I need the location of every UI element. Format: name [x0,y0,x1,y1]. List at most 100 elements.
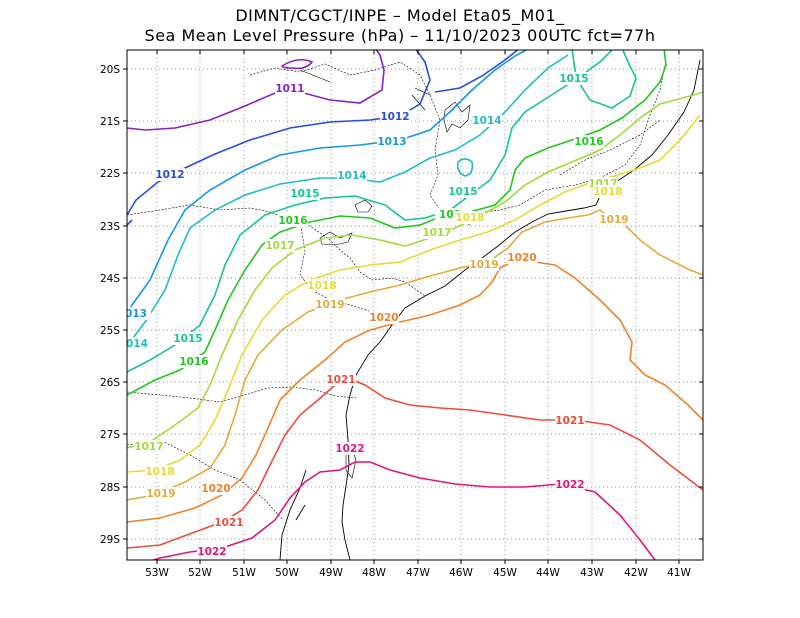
isobar-label-bg [380,110,410,123]
isobar-label-1013: 1013 [377,136,406,148]
isobar-label-1011: 1011 [275,83,304,95]
isobar-label-1015: 1015 [448,186,477,198]
isobar-label-bg [201,482,231,495]
isobar-label-bg [145,465,175,478]
lagoon-outline [279,469,307,560]
x-tick-label: 42W [624,567,648,579]
y-tick-label: 24S [100,273,120,285]
isobar-label-bg [599,213,629,226]
x-tick-label: 53W [145,567,169,579]
isobar-label-bg [290,187,320,200]
isobar-1014 [127,54,569,347]
isobar-1013 [127,50,528,313]
isobar-label-1013: 013 [125,308,147,320]
isobar-label-1019: 1019 [315,299,344,311]
x-tick-label: 43W [580,567,604,579]
x-tick-label: 51W [232,567,256,579]
isobar-label-1016: 1016 [278,215,307,227]
reservoir [319,231,353,246]
isobar-label-1020: 1020 [201,483,230,495]
isobar-label-bg [448,185,478,198]
y-tick-label: 29S [100,534,120,546]
isobar-label-bg [315,298,345,311]
isobar-label-1019: 1019 [469,259,498,271]
isobar-label-bg [197,545,227,558]
isobar-label-bg [422,226,452,239]
isobar-label-bg [574,135,604,148]
x-tick-label: 50W [275,567,299,579]
isobar-1019 [127,209,703,501]
state-border [249,61,666,226]
y-tick-label: 20S [100,64,120,76]
isobar-label-1021: 1021 [555,415,584,427]
isobar-label-bg [134,440,164,453]
isobar-label-1015: 1015 [173,333,202,345]
isobar-label-1021: 1021 [214,517,243,529]
isobar-label-1016: 1016 [574,136,603,148]
y-tick-label: 28S [100,482,120,494]
river [299,69,431,111]
isobar-label-bg [155,168,185,181]
isobar-label-1015: 1015 [559,73,588,85]
y-tick-label: 25S [100,325,120,337]
y-tick-label: 26S [100,377,120,389]
y-tick-label: 27S [100,429,120,441]
x-tick-label: 48W [362,567,386,579]
y-tick-label: 21S [100,116,120,128]
map-title-line1: DIMNT/CGCT/INPE – Model Eta05_M01_ [235,6,565,25]
isobar-1018 [127,114,701,473]
isobar-label-1014: 1014 [472,115,501,127]
isobar-label-1017: 1017 [265,240,294,252]
isobar-1020 [127,259,703,523]
isobar-label-bg [127,307,151,320]
coastline [341,59,701,560]
reservoir [354,199,373,213]
isobar-label-bg [265,239,295,252]
isobar-label-1019: 1019 [599,214,628,226]
isobar-1011 [127,50,385,131]
isobar-label-bg [559,72,589,85]
x-tick-label: 44W [536,567,560,579]
isobar-label-1020: 1020 [369,312,398,324]
x-tick-label: 46W [449,567,473,579]
isobar-1012 [127,50,431,216]
isobar-label-bg [469,258,499,271]
isobar-label-bg [377,135,407,148]
isobar-label-1014: 014 [126,338,148,350]
isobar-label-bg [278,214,308,227]
x-tick-label: 47W [406,567,430,579]
isobar-label-bg [593,185,623,198]
isobar-label-1012: 1012 [380,111,409,123]
isobar-label-1016: 1016 [179,356,208,368]
y-tick-label: 23S [100,221,120,233]
isobar-1016 [127,50,667,396]
isobar-label-1017: 1017 [134,441,163,453]
isobar-label-bg [335,442,365,455]
isobar-label-1012: 1012 [155,169,184,181]
isobar-label-1022: 1022 [197,546,226,558]
map-frame [126,49,704,561]
isobar-label-bg [307,279,337,292]
reservoir [443,101,471,133]
isobar-label-bg [555,478,585,491]
isobar-label-1015: 1015 [290,188,319,200]
isobar-1014-ring [456,158,474,177]
isobar-label-1019: 1019 [146,488,175,500]
isobar-label-bg [214,516,244,529]
isobar-label-1022: 1022 [335,443,364,455]
isobar-1017 [127,91,703,449]
isobar-label-bg [555,414,585,427]
isobar-label-bg [507,251,537,264]
isobar-label-1018: 1018 [145,466,174,478]
isobar-1011-ring [280,58,314,70]
state-border [127,204,426,297]
isobar-label-bg [275,82,305,95]
isobar-label-1020: 1020 [507,252,536,264]
x-tick-label: 41W [667,567,691,579]
state-border [559,119,661,176]
map-title-line2: Sea Mean Level Pressure (hPa) – 11/10/20… [144,26,656,45]
x-tick-label: 49W [319,567,343,579]
isobar-label-bg [455,211,485,224]
isobar-label-1022: 1022 [555,479,584,491]
